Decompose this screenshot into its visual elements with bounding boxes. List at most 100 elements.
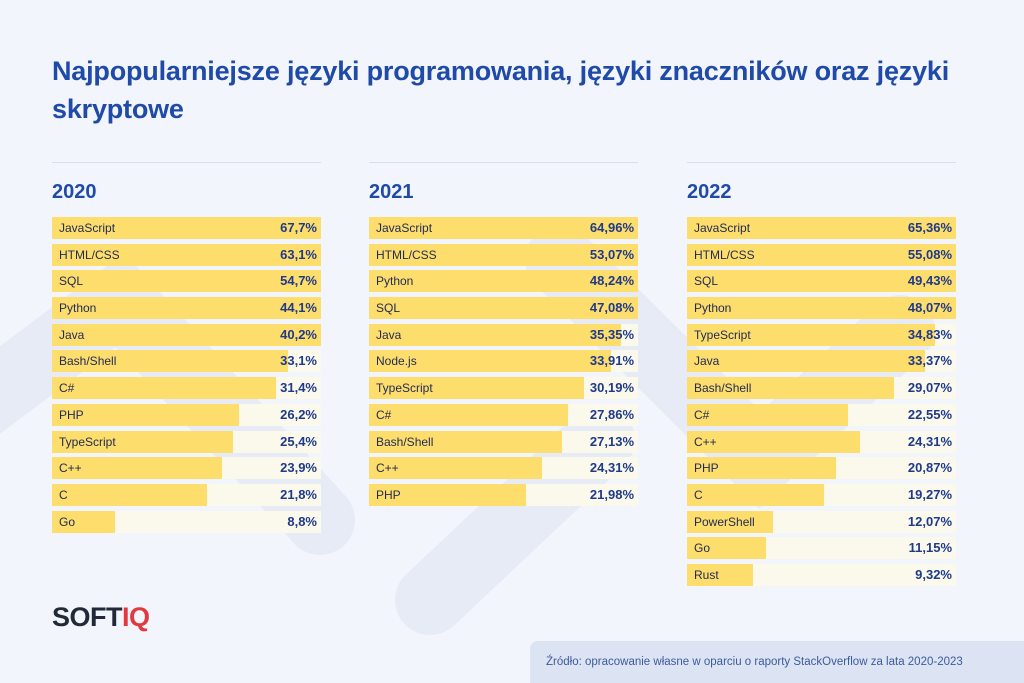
- bar-row: TypeScript 25,4%: [52, 430, 321, 453]
- bar: [687, 297, 956, 320]
- category-label: Java: [376, 327, 402, 342]
- bar: [52, 430, 234, 453]
- value-label: 31,4%: [280, 380, 317, 396]
- value-label: 20,87%: [907, 460, 952, 476]
- bar-row: SQL 54,7%: [52, 270, 321, 293]
- bar: [687, 377, 895, 400]
- chart-2022: 2022 JavaScript 65,36% HTML/CSS 55,08% SQL 49…: [687, 162, 956, 591]
- page-title: Najpopularniejsze języki programowania, …: [52, 56, 950, 124]
- bar: [369, 270, 638, 293]
- value-label: 24,31%: [907, 433, 952, 449]
- bar-row: TypeScript 30,19%: [369, 377, 638, 400]
- bar-row: Python 44,1%: [52, 297, 321, 320]
- category-label: C#: [694, 407, 710, 422]
- value-label: 49,43%: [907, 273, 952, 289]
- category-label: JavaScript: [694, 221, 751, 235]
- bar-row: PHP 20,87%: [687, 457, 956, 480]
- bar-row: Bash/Shell 33,1%: [52, 350, 321, 373]
- value-label: 48,24%: [589, 273, 634, 289]
- category-label: TypeScript: [376, 381, 433, 396]
- value-label: 21,98%: [589, 486, 634, 502]
- value-label: 53,07%: [589, 246, 634, 262]
- bar: [687, 323, 936, 346]
- bar-track: [687, 563, 956, 586]
- chart-2021: 2021 JavaScript 64,96% HTML/CSS 53,07% Pytho…: [369, 162, 638, 511]
- bar: [369, 217, 638, 239]
- value-label: 24,31%: [589, 460, 634, 476]
- bar-row: Java 35,35%: [369, 323, 638, 346]
- bar-row: Bash/Shell 27,13%: [369, 430, 638, 453]
- value-label: 25,4%: [280, 433, 317, 449]
- bar: [369, 323, 621, 346]
- bar-row: Bash/Shell 29,07%: [687, 377, 956, 400]
- bar: [687, 270, 956, 293]
- bar-row: C# 22,55%: [687, 403, 956, 426]
- bar: [52, 377, 276, 400]
- bar: [52, 457, 223, 480]
- value-label: 26,2%: [280, 406, 317, 422]
- category-label: Bash/Shell: [376, 434, 434, 449]
- value-label: 27,86%: [589, 406, 634, 422]
- value-label: 22,55%: [907, 406, 952, 422]
- category-label: PowerShell: [694, 514, 755, 529]
- bar-row: C++ 24,31%: [687, 430, 956, 453]
- chart-title: 2022: [687, 181, 732, 203]
- value-label: 44,1%: [280, 300, 317, 316]
- value-label: 33,37%: [907, 353, 952, 369]
- bar-row: Rust 9,32%: [687, 563, 956, 586]
- category-label: HTML/CSS: [59, 247, 120, 262]
- bar-row: PowerShell 12,07%: [687, 510, 956, 533]
- logo-part-soft: SOFT: [52, 602, 123, 632]
- bar-row: Java 40,2%: [52, 323, 321, 346]
- bar: [52, 323, 321, 346]
- chart-title: 2021: [369, 181, 414, 203]
- bar-row: C++ 23,9%: [52, 457, 321, 480]
- bar-row: JavaScript 67,7%: [52, 217, 321, 239]
- category-label: C++: [59, 461, 82, 476]
- value-label: 55,08%: [907, 246, 952, 262]
- bar-row: SQL 47,08%: [369, 297, 638, 320]
- bar: [687, 457, 836, 480]
- value-label: 8,8%: [287, 513, 317, 529]
- bar-list: JavaScript 65,36% HTML/CSS 55,08% SQL 49,43% P…: [687, 217, 956, 586]
- bar: [687, 510, 774, 533]
- divider: [52, 162, 321, 163]
- chart-title: 2020: [52, 181, 97, 203]
- bar: [369, 483, 526, 506]
- bar: [52, 243, 321, 266]
- category-label: PHP: [376, 487, 401, 502]
- divider: [687, 162, 956, 163]
- bar-row: HTML/CSS 53,07%: [369, 243, 638, 266]
- bar-row: C# 27,86%: [369, 403, 638, 426]
- bar-list: JavaScript 64,96% HTML/CSS 53,07% Python 48,2…: [369, 217, 638, 506]
- value-label: 35,35%: [589, 326, 634, 342]
- bar: [687, 403, 848, 426]
- value-label: 21,8%: [280, 486, 317, 502]
- category-label: JavaScript: [376, 221, 433, 235]
- category-label: SQL: [59, 274, 84, 289]
- value-label: 54,7%: [280, 273, 317, 289]
- bar: [369, 243, 638, 266]
- value-label: 9,32%: [915, 566, 952, 582]
- category-label: Node.js: [376, 354, 417, 369]
- bar-list: JavaScript 67,7% HTML/CSS 63,1% SQL 54,7% Pyth…: [52, 217, 321, 533]
- bar-row: Python 48,07%: [687, 297, 956, 320]
- category-label: Java: [694, 354, 720, 369]
- category-label: C#: [59, 381, 75, 396]
- category-label: Bash/Shell: [694, 381, 752, 396]
- value-label: 11,15%: [908, 540, 952, 556]
- bar-row: PHP 26,2%: [52, 403, 321, 426]
- value-label: 27,13%: [589, 433, 634, 449]
- bar: [687, 217, 956, 239]
- value-label: 67,7%: [280, 220, 317, 235]
- value-label: 19,27%: [907, 486, 952, 502]
- category-label: SQL: [376, 301, 401, 316]
- value-label: 47,08%: [589, 300, 634, 316]
- category-label: Rust: [694, 567, 719, 582]
- bar: [52, 510, 115, 533]
- bar-row: C 21,8%: [52, 483, 321, 506]
- bar-row: C 19,27%: [687, 483, 956, 506]
- bar: [687, 563, 754, 586]
- source-note: Źródło: opracowanie własne w oparciu o r…: [530, 641, 1024, 683]
- category-label: HTML/CSS: [694, 247, 755, 262]
